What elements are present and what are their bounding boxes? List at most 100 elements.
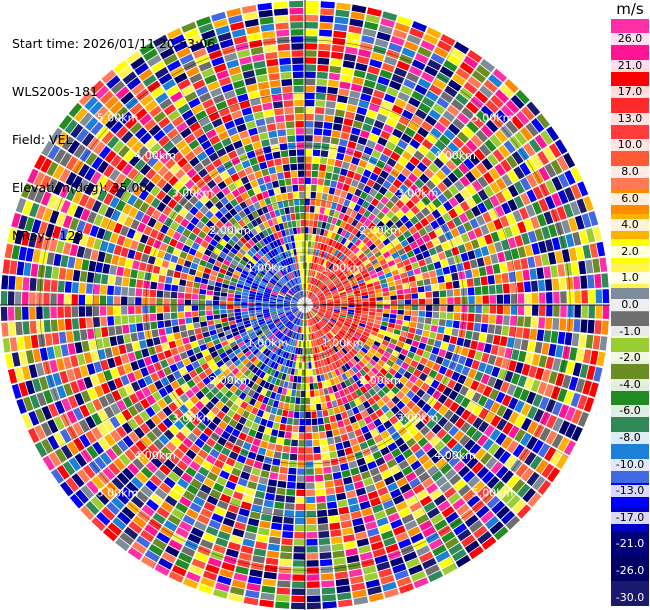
range-gate xyxy=(359,215,367,224)
range-gate xyxy=(402,282,410,289)
range-gate xyxy=(279,57,291,65)
range-gate xyxy=(287,192,294,200)
range-gate xyxy=(463,261,471,270)
range-gate xyxy=(396,261,404,269)
range-gate xyxy=(223,555,237,565)
range-gate xyxy=(250,318,257,323)
range-gate xyxy=(95,491,110,506)
range-gate xyxy=(431,470,443,482)
range-gate xyxy=(310,397,316,404)
range-gate xyxy=(39,347,49,361)
range-gate xyxy=(440,259,449,268)
range-gate xyxy=(156,305,163,313)
range-gate xyxy=(224,143,235,153)
range-gate xyxy=(447,343,456,353)
range-gate xyxy=(297,284,301,291)
range-gate xyxy=(111,390,122,402)
range-gate xyxy=(50,319,58,332)
range-gate xyxy=(530,379,541,393)
range-gate xyxy=(179,207,189,218)
range-gate xyxy=(222,414,232,424)
range-gate xyxy=(472,404,483,416)
range-gate xyxy=(189,460,201,472)
range-gate xyxy=(109,416,121,429)
range-gate xyxy=(290,302,298,305)
range-gate xyxy=(501,188,513,201)
range-gate xyxy=(268,536,281,545)
range-gate xyxy=(309,220,314,227)
range-gate xyxy=(132,185,144,197)
range-gate xyxy=(487,354,497,365)
range-gate xyxy=(29,394,41,409)
range-gate xyxy=(259,371,266,379)
range-gate xyxy=(227,301,234,305)
range-gate xyxy=(144,330,152,339)
range-gate xyxy=(139,422,151,435)
range-gate xyxy=(582,244,592,259)
range-gate xyxy=(196,179,206,189)
range-gate xyxy=(449,473,462,486)
range-gate xyxy=(345,208,353,216)
range-gate xyxy=(299,284,302,291)
range-gate xyxy=(468,153,481,166)
range-gate xyxy=(255,274,263,280)
range-gate xyxy=(209,329,217,336)
range-gate xyxy=(208,519,221,530)
range-gate xyxy=(399,483,412,494)
range-gate xyxy=(128,306,135,315)
range-gate xyxy=(46,346,56,360)
range-gate xyxy=(232,528,245,538)
range-gate xyxy=(294,340,298,347)
range-gate xyxy=(210,87,223,98)
range-gate xyxy=(381,385,391,394)
range-gate xyxy=(72,269,81,282)
range-gate xyxy=(244,18,259,28)
range-gate xyxy=(269,234,276,242)
range-gate xyxy=(76,128,89,143)
range-gate xyxy=(337,592,352,601)
range-gate xyxy=(121,163,133,176)
range-gate xyxy=(361,153,371,162)
range-gate xyxy=(336,251,343,259)
range-gate xyxy=(269,137,279,145)
range-gate xyxy=(400,215,409,224)
range-gate xyxy=(86,480,100,495)
range-gate xyxy=(435,356,444,365)
range-gate xyxy=(269,242,276,250)
range-gate xyxy=(41,438,54,454)
range-gate xyxy=(286,293,293,298)
range-gate xyxy=(230,497,242,507)
range-gate xyxy=(443,421,454,432)
range-gate xyxy=(507,237,517,249)
range-gate xyxy=(265,449,274,458)
range-gate xyxy=(513,259,522,271)
range-gate xyxy=(123,363,133,374)
range-gate xyxy=(318,282,323,288)
range-gate xyxy=(243,11,258,21)
range-gate xyxy=(527,340,536,353)
range-gate xyxy=(18,382,29,397)
range-gate xyxy=(226,96,238,107)
range-gate xyxy=(337,235,344,243)
range-gate xyxy=(338,287,345,292)
range-gate xyxy=(311,256,315,263)
range-gate xyxy=(356,328,364,334)
range-gate xyxy=(119,532,134,546)
range-gate xyxy=(346,170,355,179)
range-gate xyxy=(311,309,317,314)
range-gate xyxy=(143,375,153,386)
range-gate xyxy=(306,269,309,276)
range-gate xyxy=(427,338,435,346)
range-gate xyxy=(149,297,156,305)
range-gate xyxy=(111,496,125,510)
range-gate xyxy=(239,392,247,400)
range-gate xyxy=(519,389,530,402)
range-gate xyxy=(120,247,129,258)
range-gate xyxy=(122,71,137,85)
range-gate xyxy=(324,269,330,276)
range-gate xyxy=(29,320,37,334)
range-gate xyxy=(197,134,208,145)
range-gate xyxy=(290,339,294,346)
range-gate xyxy=(292,227,298,235)
range-gate xyxy=(279,253,285,261)
